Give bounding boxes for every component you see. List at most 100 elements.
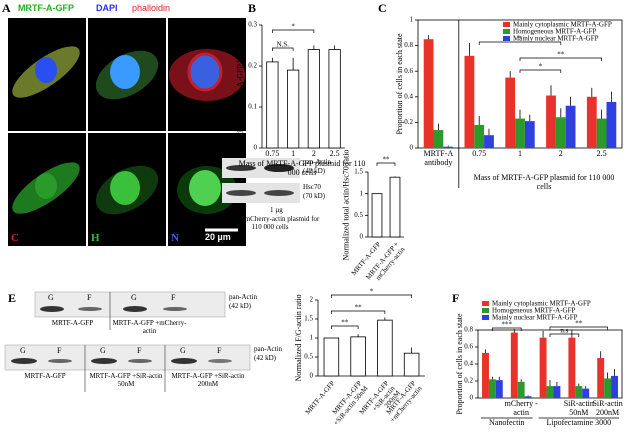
y-axis-label: Normalized total actin/Hsc70 ratio	[340, 149, 350, 260]
bar	[484, 135, 494, 148]
bar	[505, 77, 516, 148]
group-label: MRTF-A-GFP +SiR-actin 200nM	[171, 372, 245, 388]
band-label: (42 kD)	[229, 302, 251, 310]
bar	[546, 386, 554, 398]
significance-label: **	[383, 156, 391, 164]
band	[264, 164, 294, 172]
x-tick-label: MRTF-A antibody	[423, 149, 454, 167]
band	[40, 306, 64, 312]
y-tick-label: 0.8	[404, 41, 413, 49]
band-label: pan-Actin	[229, 293, 257, 301]
bar	[524, 396, 532, 398]
band	[128, 359, 152, 363]
legend-label: Mainly nuclear MRTF-A-GFP	[513, 35, 599, 43]
band	[123, 306, 147, 312]
micrographs	[8, 18, 246, 246]
nucleus	[187, 52, 223, 92]
group-label: MRTF-A-GFP +SiR-actin 50nM	[89, 372, 163, 388]
bar	[464, 55, 475, 149]
band-label: pan-Actin	[303, 158, 331, 166]
band-label: pan-Actin	[254, 345, 282, 353]
x-tick-label: 1	[518, 149, 522, 158]
x-tick-label: 0.75	[472, 149, 487, 158]
significance-bracket	[478, 41, 562, 45]
nucleus	[189, 170, 221, 206]
lane-label: G	[20, 346, 26, 355]
significance-label: ***	[502, 321, 513, 329]
channel-label: phalloidin	[132, 3, 171, 13]
bar	[539, 337, 547, 398]
y-tick-label: 0.2	[464, 377, 473, 385]
significance-bracket	[519, 57, 602, 61]
state-label: N	[171, 232, 179, 244]
significance-label: n.s	[560, 327, 568, 335]
group-label: MRTF-A-GFP +mCherry-actin	[112, 319, 187, 335]
significance-label: **	[355, 304, 363, 312]
y-tick-label: 0.2	[404, 118, 413, 126]
x-axis-label: Mass of MRTF-A-GFP plasmid for 110 000 c…	[238, 159, 366, 177]
state-label: C	[11, 232, 19, 244]
nucleus	[35, 173, 57, 199]
bar	[266, 61, 279, 149]
lane-label: G	[180, 346, 186, 355]
panel-letter: F	[452, 291, 460, 305]
x-tick-label: 2	[311, 149, 316, 158]
group-label: MRTF-A-GFP	[51, 319, 94, 327]
bar	[568, 337, 576, 398]
y-axis-label: Proportion of cells in each state	[454, 313, 464, 415]
bar	[433, 130, 444, 148]
band	[163, 307, 187, 311]
y-tick-label: 1.5	[354, 168, 363, 176]
blot	[34, 291, 226, 318]
bar	[582, 388, 590, 398]
y-tick-label: 0.1	[248, 103, 257, 111]
significance-label: **	[341, 319, 349, 327]
significance-bracket	[331, 294, 412, 298]
bar	[597, 358, 605, 398]
bar	[546, 95, 556, 148]
lane-label: G	[131, 293, 137, 302]
blots	[4, 158, 300, 392]
y-tick-label: 0	[310, 372, 314, 380]
y-tick-label: 2	[310, 296, 314, 304]
x-tick-label: 2.5	[596, 149, 607, 158]
bar	[555, 117, 566, 148]
band	[226, 165, 256, 171]
blot	[222, 158, 300, 178]
legend-swatch	[503, 22, 510, 27]
x-tick-label: SiR-actin 200nM	[592, 399, 623, 417]
y-tick-label: 0.6	[464, 343, 473, 351]
y-tick-label: 0.4	[464, 360, 473, 368]
nucleus	[110, 171, 140, 205]
bar	[403, 352, 420, 377]
channel-label: DAPI	[96, 3, 118, 13]
significance-bracket	[549, 333, 580, 337]
state-label: H	[91, 232, 100, 244]
bar	[604, 378, 612, 398]
legend-swatch	[503, 29, 510, 34]
lane-label: G	[100, 346, 106, 355]
significance-bracket	[272, 29, 315, 33]
significance-bracket	[492, 327, 522, 331]
panel-letter: C	[378, 1, 387, 15]
lane-label: F	[87, 293, 92, 302]
x-tick-label: mCherry -actin	[504, 399, 538, 417]
panel-letter: B	[248, 1, 257, 15]
band	[48, 359, 72, 363]
lane-label: F	[171, 293, 176, 302]
bar	[443, 146, 454, 148]
significance-bracket	[376, 162, 396, 166]
band	[226, 190, 256, 196]
legend-label: Homogeneous MRTF-A-GFP	[513, 28, 596, 36]
bar	[606, 101, 617, 148]
significance-label: **	[575, 320, 583, 328]
bar	[596, 118, 607, 148]
y-axis-label: Normalized F/G-actin ratio	[293, 294, 303, 382]
band-label: (42 kD)	[254, 354, 276, 362]
band	[91, 358, 117, 364]
y-tick-label: 0.8	[464, 326, 473, 334]
y-axis-label: Proportion of cells in each state	[394, 33, 404, 135]
y-tick-label: 0.2	[248, 62, 257, 70]
panel-letter: D	[226, 145, 235, 159]
significance-label: *	[370, 288, 374, 296]
